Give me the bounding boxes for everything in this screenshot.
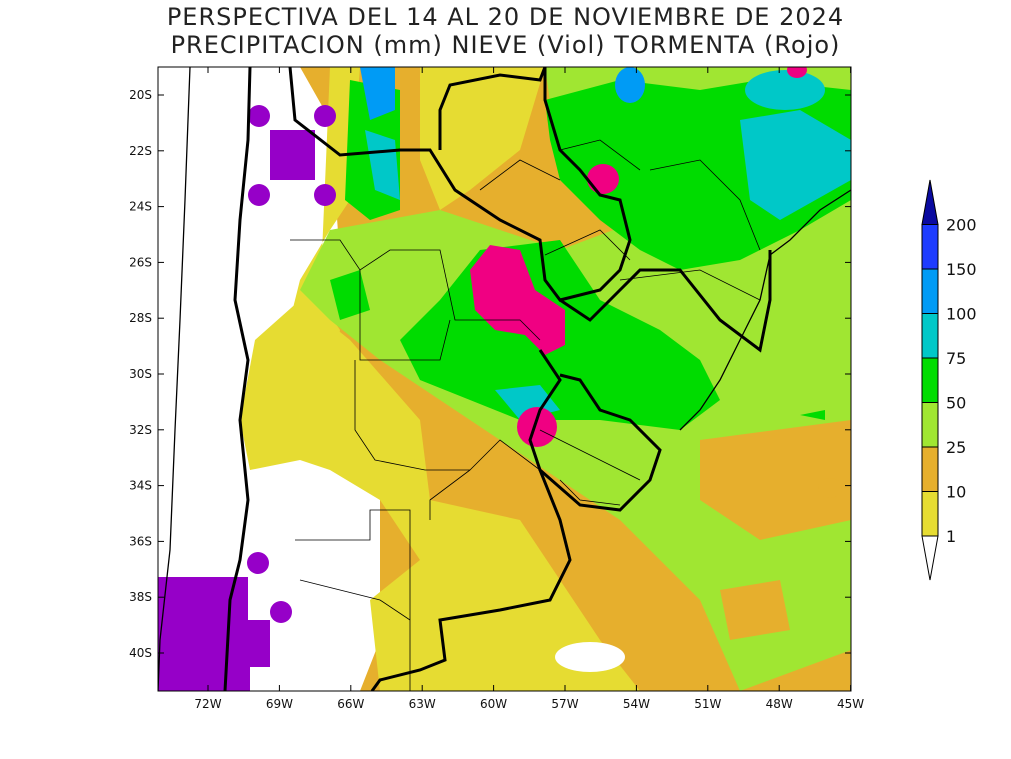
- field-75-100-ne: [745, 70, 825, 110]
- map-title-line2: PRECIPITACION (mm) NIEVE (Viol) TORMENTA…: [170, 31, 841, 59]
- lon-tick-label: 72W: [194, 697, 221, 711]
- lat-tick-label: 38S: [129, 590, 152, 604]
- map-title-line1: PERSPECTIVA DEL 14 AL 20 DE NOVIEMBRE DE…: [166, 3, 845, 31]
- lon-tick-label: 57W: [551, 697, 578, 711]
- field-1-10-bolivia: [420, 67, 545, 210]
- storm-area-ne: [787, 67, 807, 78]
- lat-tick-label: 24S: [129, 200, 152, 214]
- storm-area-paraguay: [587, 164, 619, 194]
- latitude-axis: 20S 22S 24S 26S 28S 30S 32S 34S 36S 38S 40S: [129, 88, 851, 660]
- precipitation-field: [158, 67, 851, 691]
- colorbar-above-max: [921, 179, 939, 225]
- snow-dot-5: [247, 552, 269, 574]
- precipitation-colorbar: 1 10 25 50 75 100 150 200: [921, 179, 977, 581]
- colorbar-segment: [921, 357, 939, 403]
- field-10-25-ocean-south: [720, 580, 790, 640]
- longitude-axis: 72W 69W 66W 63W 60W 57W 54W 51W 48W 45W: [194, 67, 864, 711]
- field-10-25-corner: [740, 650, 851, 691]
- patch-ocean: [818, 478, 842, 498]
- lat-tick-label: 26S: [129, 255, 152, 269]
- field-100-150-north: [360, 67, 395, 120]
- colorbar-label: 25: [946, 438, 966, 457]
- colorbar-label: 1: [946, 527, 956, 546]
- lon-tick-label: 45W: [837, 697, 864, 711]
- colorbar-label: 200: [946, 216, 977, 235]
- lon-tick-label: 48W: [766, 697, 793, 711]
- patch-ocean-green: [800, 410, 825, 420]
- colorbar-segment: [921, 313, 939, 359]
- storm-area-entre-rios: [517, 407, 557, 447]
- snow-dot-2: [314, 105, 336, 127]
- storm-area-chaco: [470, 245, 565, 355]
- colorbar-label: 150: [946, 260, 977, 279]
- lat-tick-label: 36S: [129, 534, 152, 548]
- snow-dot-3: [248, 184, 270, 206]
- field-75-100-brazil: [740, 110, 851, 220]
- field-1-10-patagonia: [240, 300, 640, 691]
- province-boundaries: [290, 139, 761, 691]
- lat-tick-label: 22S: [129, 144, 152, 158]
- coastline: [158, 67, 851, 691]
- colorbar-segment: [921, 224, 939, 270]
- colorbar-label: 100: [946, 305, 977, 324]
- snow-dot-4: [314, 184, 336, 206]
- country-boundaries: [223, 67, 772, 691]
- snow-area-puna: [270, 130, 315, 180]
- field-1-10-andes: [290, 67, 360, 380]
- lat-tick-label: 40S: [129, 646, 152, 660]
- colorbar-segment: [921, 402, 939, 448]
- colorbar-segment: [921, 446, 939, 492]
- dry-patch-south: [555, 642, 625, 672]
- lon-tick-label: 54W: [623, 697, 650, 711]
- field-100-150-ne: [615, 67, 645, 103]
- lat-tick-label: 34S: [129, 479, 152, 493]
- lat-tick-label: 20S: [129, 88, 152, 102]
- snow-dot-1: [248, 105, 270, 127]
- lon-tick-label: 69W: [266, 697, 293, 711]
- colorbar-label: 50: [946, 394, 966, 413]
- colorbar-segment: [921, 491, 939, 537]
- snow-area-patagonia: [158, 577, 270, 691]
- field-75-100-andes: [365, 130, 400, 200]
- lon-tick-label: 51W: [694, 697, 721, 711]
- lat-tick-label: 32S: [129, 423, 152, 437]
- colorbar-segment: [921, 268, 939, 314]
- lon-tick-label: 60W: [480, 697, 507, 711]
- map-frame: [157, 66, 852, 692]
- lat-tick-label: 28S: [129, 311, 152, 325]
- colorbar-label: 10: [946, 483, 966, 502]
- snow-dot-6: [270, 601, 292, 623]
- colorbar-below-min: [921, 535, 939, 581]
- lon-tick-label: 63W: [409, 697, 436, 711]
- colorbar-label: 75: [946, 349, 966, 368]
- lat-tick-label: 30S: [129, 367, 152, 381]
- field-10-25-ocean: [700, 420, 851, 540]
- lon-tick-label: 66W: [337, 697, 364, 711]
